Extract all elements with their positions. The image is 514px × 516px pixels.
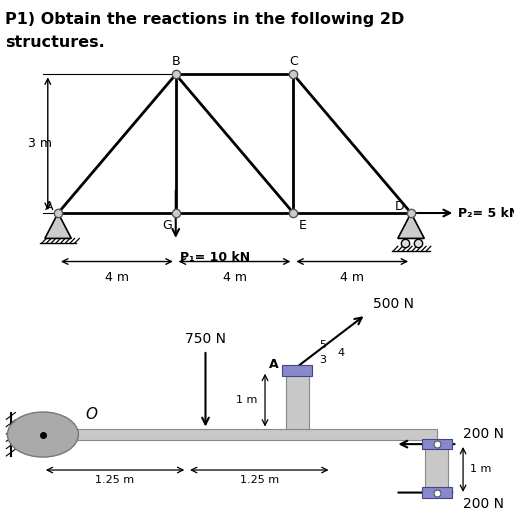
Text: A: A xyxy=(269,358,279,370)
FancyBboxPatch shape xyxy=(422,488,452,497)
Text: 750 N: 750 N xyxy=(185,332,226,346)
Text: 3 m: 3 m xyxy=(28,137,52,150)
Text: 3: 3 xyxy=(319,354,326,365)
FancyBboxPatch shape xyxy=(286,367,308,429)
Text: P₁= 10 kN: P₁= 10 kN xyxy=(180,251,250,264)
Text: G: G xyxy=(162,219,172,232)
Text: E: E xyxy=(298,219,306,232)
FancyBboxPatch shape xyxy=(43,429,437,440)
Text: 5: 5 xyxy=(319,341,326,350)
Text: 4 m: 4 m xyxy=(105,271,129,284)
Text: 4 m: 4 m xyxy=(340,271,364,284)
Text: P₂= 5 kN: P₂= 5 kN xyxy=(458,206,514,219)
Text: 200 N: 200 N xyxy=(463,427,504,441)
Text: P1) Obtain the reactions in the following 2D: P1) Obtain the reactions in the followin… xyxy=(5,12,405,27)
Text: 500 N: 500 N xyxy=(373,297,414,311)
Text: structures.: structures. xyxy=(5,35,105,50)
Text: 1 m: 1 m xyxy=(470,464,491,475)
Text: 4 m: 4 m xyxy=(223,271,247,284)
Text: 200 N: 200 N xyxy=(463,496,504,510)
Text: 1.25 m: 1.25 m xyxy=(96,475,135,485)
Ellipse shape xyxy=(7,412,79,457)
Polygon shape xyxy=(398,213,424,238)
Text: 4: 4 xyxy=(337,348,344,358)
Text: B: B xyxy=(172,55,180,68)
Text: 1 m: 1 m xyxy=(235,395,257,405)
FancyBboxPatch shape xyxy=(422,439,452,449)
Polygon shape xyxy=(45,213,71,238)
Text: A: A xyxy=(45,200,53,213)
Text: C: C xyxy=(289,55,298,68)
FancyBboxPatch shape xyxy=(282,365,312,377)
FancyBboxPatch shape xyxy=(425,440,448,495)
Text: O: O xyxy=(85,407,97,422)
Text: 1.25 m: 1.25 m xyxy=(240,475,279,485)
Text: D: D xyxy=(394,200,404,213)
